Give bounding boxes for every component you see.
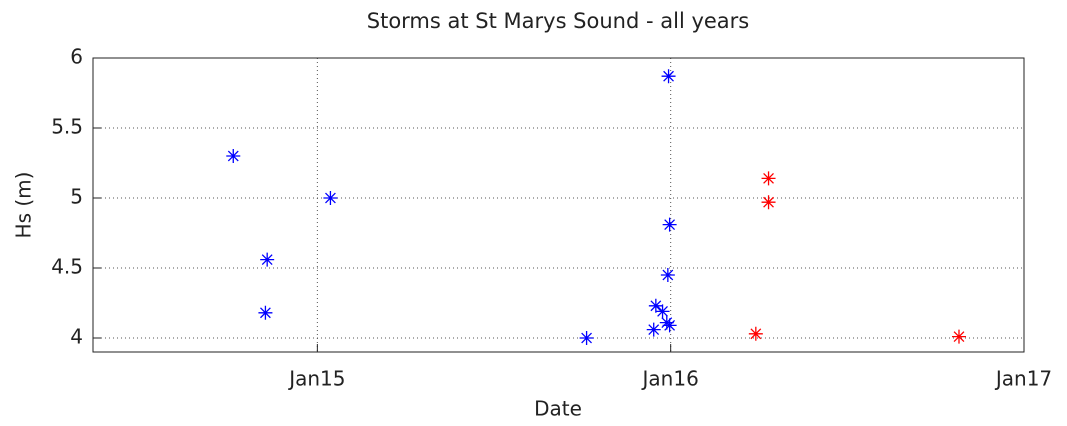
data-point <box>951 329 966 344</box>
data-point <box>648 298 663 313</box>
x-tick-label: Jan16 <box>641 367 699 391</box>
y-tick-label: 4 <box>70 325 83 349</box>
data-point <box>761 171 776 186</box>
data-point <box>260 252 275 267</box>
data-point <box>655 304 670 319</box>
data-point <box>661 69 676 84</box>
x-tick-label: Jan15 <box>287 367 345 391</box>
y-axis-label: Hs (m) <box>12 172 36 239</box>
y-tick-label: 6 <box>70 45 83 69</box>
x-axis-label: Date <box>534 397 582 421</box>
data-point <box>660 268 675 282</box>
data-point <box>579 331 594 345</box>
chart-title: Storms at St Marys Sound - all years <box>367 9 750 33</box>
data-point <box>761 195 776 210</box>
y-tick-label: 5 <box>70 185 83 209</box>
data-point <box>662 217 677 232</box>
data-point <box>258 305 273 320</box>
data-point <box>323 191 338 205</box>
data-point <box>646 322 661 337</box>
data-point <box>662 318 677 333</box>
y-tick-label: 4.5 <box>51 255 83 279</box>
plot-frame <box>92 57 1025 353</box>
data-point <box>226 149 241 163</box>
x-tick-label: Jan17 <box>994 367 1052 391</box>
data-point <box>748 326 763 341</box>
y-tick-label: 5.5 <box>51 115 83 139</box>
